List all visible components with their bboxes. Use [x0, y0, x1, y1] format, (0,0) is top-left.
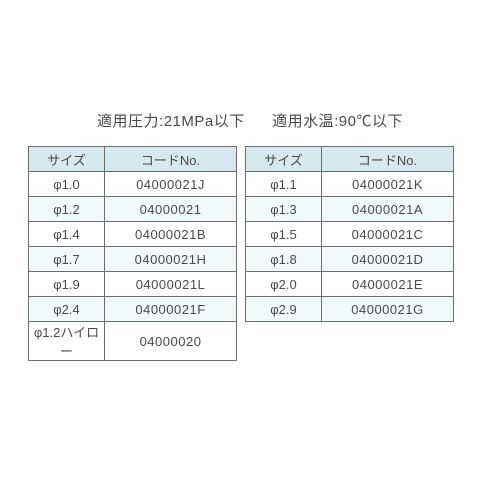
size-cell: φ1.1: [246, 172, 322, 197]
size-cell: φ1.9: [29, 272, 105, 297]
spec-tables: サイズ コードNo. φ1.0 04000021J φ1.2 04000021 …: [28, 146, 472, 361]
right-table: サイズ コードNo. φ1.1 04000021K φ1.3 04000021A…: [245, 146, 454, 322]
table-header-row: サイズ コードNo.: [29, 147, 237, 172]
code-cell: 04000021H: [105, 247, 237, 272]
code-cell: 04000021L: [105, 272, 237, 297]
table-row: φ1.2ハイロー 04000020: [29, 322, 237, 361]
table-row: φ1.7 04000021H: [29, 247, 237, 272]
code-cell: 04000021F: [105, 297, 237, 322]
code-cell: 04000021B: [105, 222, 237, 247]
caption-line: 適用圧力:21MPa以下 適用水温:90℃以下: [0, 110, 500, 131]
code-cell: 04000021C: [322, 222, 454, 247]
code-cell: 04000021G: [322, 297, 454, 322]
size-cell: φ1.7: [29, 247, 105, 272]
code-cell: 04000021D: [322, 247, 454, 272]
table-row: φ1.9 04000021L: [29, 272, 237, 297]
table-row: φ1.5 04000021C: [246, 222, 454, 247]
left-table: サイズ コードNo. φ1.0 04000021J φ1.2 04000021 …: [28, 146, 237, 361]
code-cell: 04000021A: [322, 197, 454, 222]
header-size: サイズ: [29, 147, 105, 172]
table-row: φ1.8 04000021D: [246, 247, 454, 272]
header-size: サイズ: [246, 147, 322, 172]
table-row: φ2.0 04000021E: [246, 272, 454, 297]
pressure-label: 適用圧力:21MPa以下: [97, 113, 245, 130]
code-cell: 04000021: [105, 197, 237, 222]
size-cell: φ1.2: [29, 197, 105, 222]
size-cell: φ1.5: [246, 222, 322, 247]
size-cell: φ1.2ハイロー: [29, 322, 105, 361]
code-cell: 04000021E: [322, 272, 454, 297]
table-row: φ1.2 04000021: [29, 197, 237, 222]
code-cell: 04000021K: [322, 172, 454, 197]
table-row: φ1.3 04000021A: [246, 197, 454, 222]
table-header-row: サイズ コードNo.: [246, 147, 454, 172]
header-code: コードNo.: [322, 147, 454, 172]
size-cell: φ2.4: [29, 297, 105, 322]
size-cell: φ1.3: [246, 197, 322, 222]
table-row: φ1.1 04000021K: [246, 172, 454, 197]
table-row: φ1.0 04000021J: [29, 172, 237, 197]
size-cell: φ2.0: [246, 272, 322, 297]
table-row: φ1.4 04000021B: [29, 222, 237, 247]
temperature-label: 適用水温:90℃以下: [272, 113, 403, 130]
code-cell: 04000020: [105, 322, 237, 361]
code-cell: 04000021J: [105, 172, 237, 197]
table-row: φ2.4 04000021F: [29, 297, 237, 322]
size-cell: φ1.0: [29, 172, 105, 197]
table-row: φ2.9 04000021G: [246, 297, 454, 322]
size-cell: φ2.9: [246, 297, 322, 322]
size-cell: φ1.8: [246, 247, 322, 272]
size-cell: φ1.4: [29, 222, 105, 247]
header-code: コードNo.: [105, 147, 237, 172]
